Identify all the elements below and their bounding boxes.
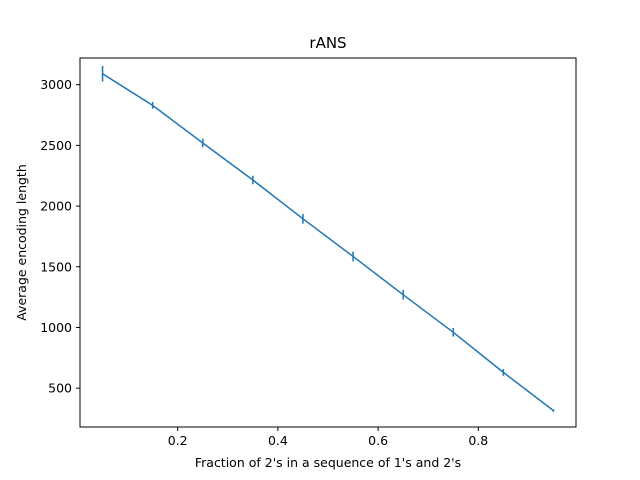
x-tick-label: 0.4 — [268, 433, 288, 448]
plot-series — [101, 65, 555, 412]
x-tick-label: 0.6 — [368, 433, 388, 448]
x-axis-label: Fraction of 2's in a sequence of 1's and… — [195, 455, 461, 470]
y-tick-label: 1500 — [40, 259, 72, 274]
series-line — [102, 73, 554, 412]
y-tick-label: 500 — [48, 381, 72, 396]
y-tick-label: 2500 — [40, 138, 72, 153]
y-tick-label: 3000 — [40, 77, 72, 92]
y-axis-label: Average encoding length — [14, 164, 29, 321]
x-tick-label: 0.8 — [468, 433, 488, 448]
y-tick-label: 1000 — [40, 320, 72, 335]
chart-title: rANS — [309, 34, 346, 52]
axis-ticks: 0.2 0.4 0.6 0.8 500 1000 1500 2000 2500 3000 — [40, 77, 488, 448]
y-tick-label: 2000 — [40, 199, 72, 214]
plot-frame — [79, 57, 577, 428]
x-tick-label: 0.2 — [168, 433, 188, 448]
